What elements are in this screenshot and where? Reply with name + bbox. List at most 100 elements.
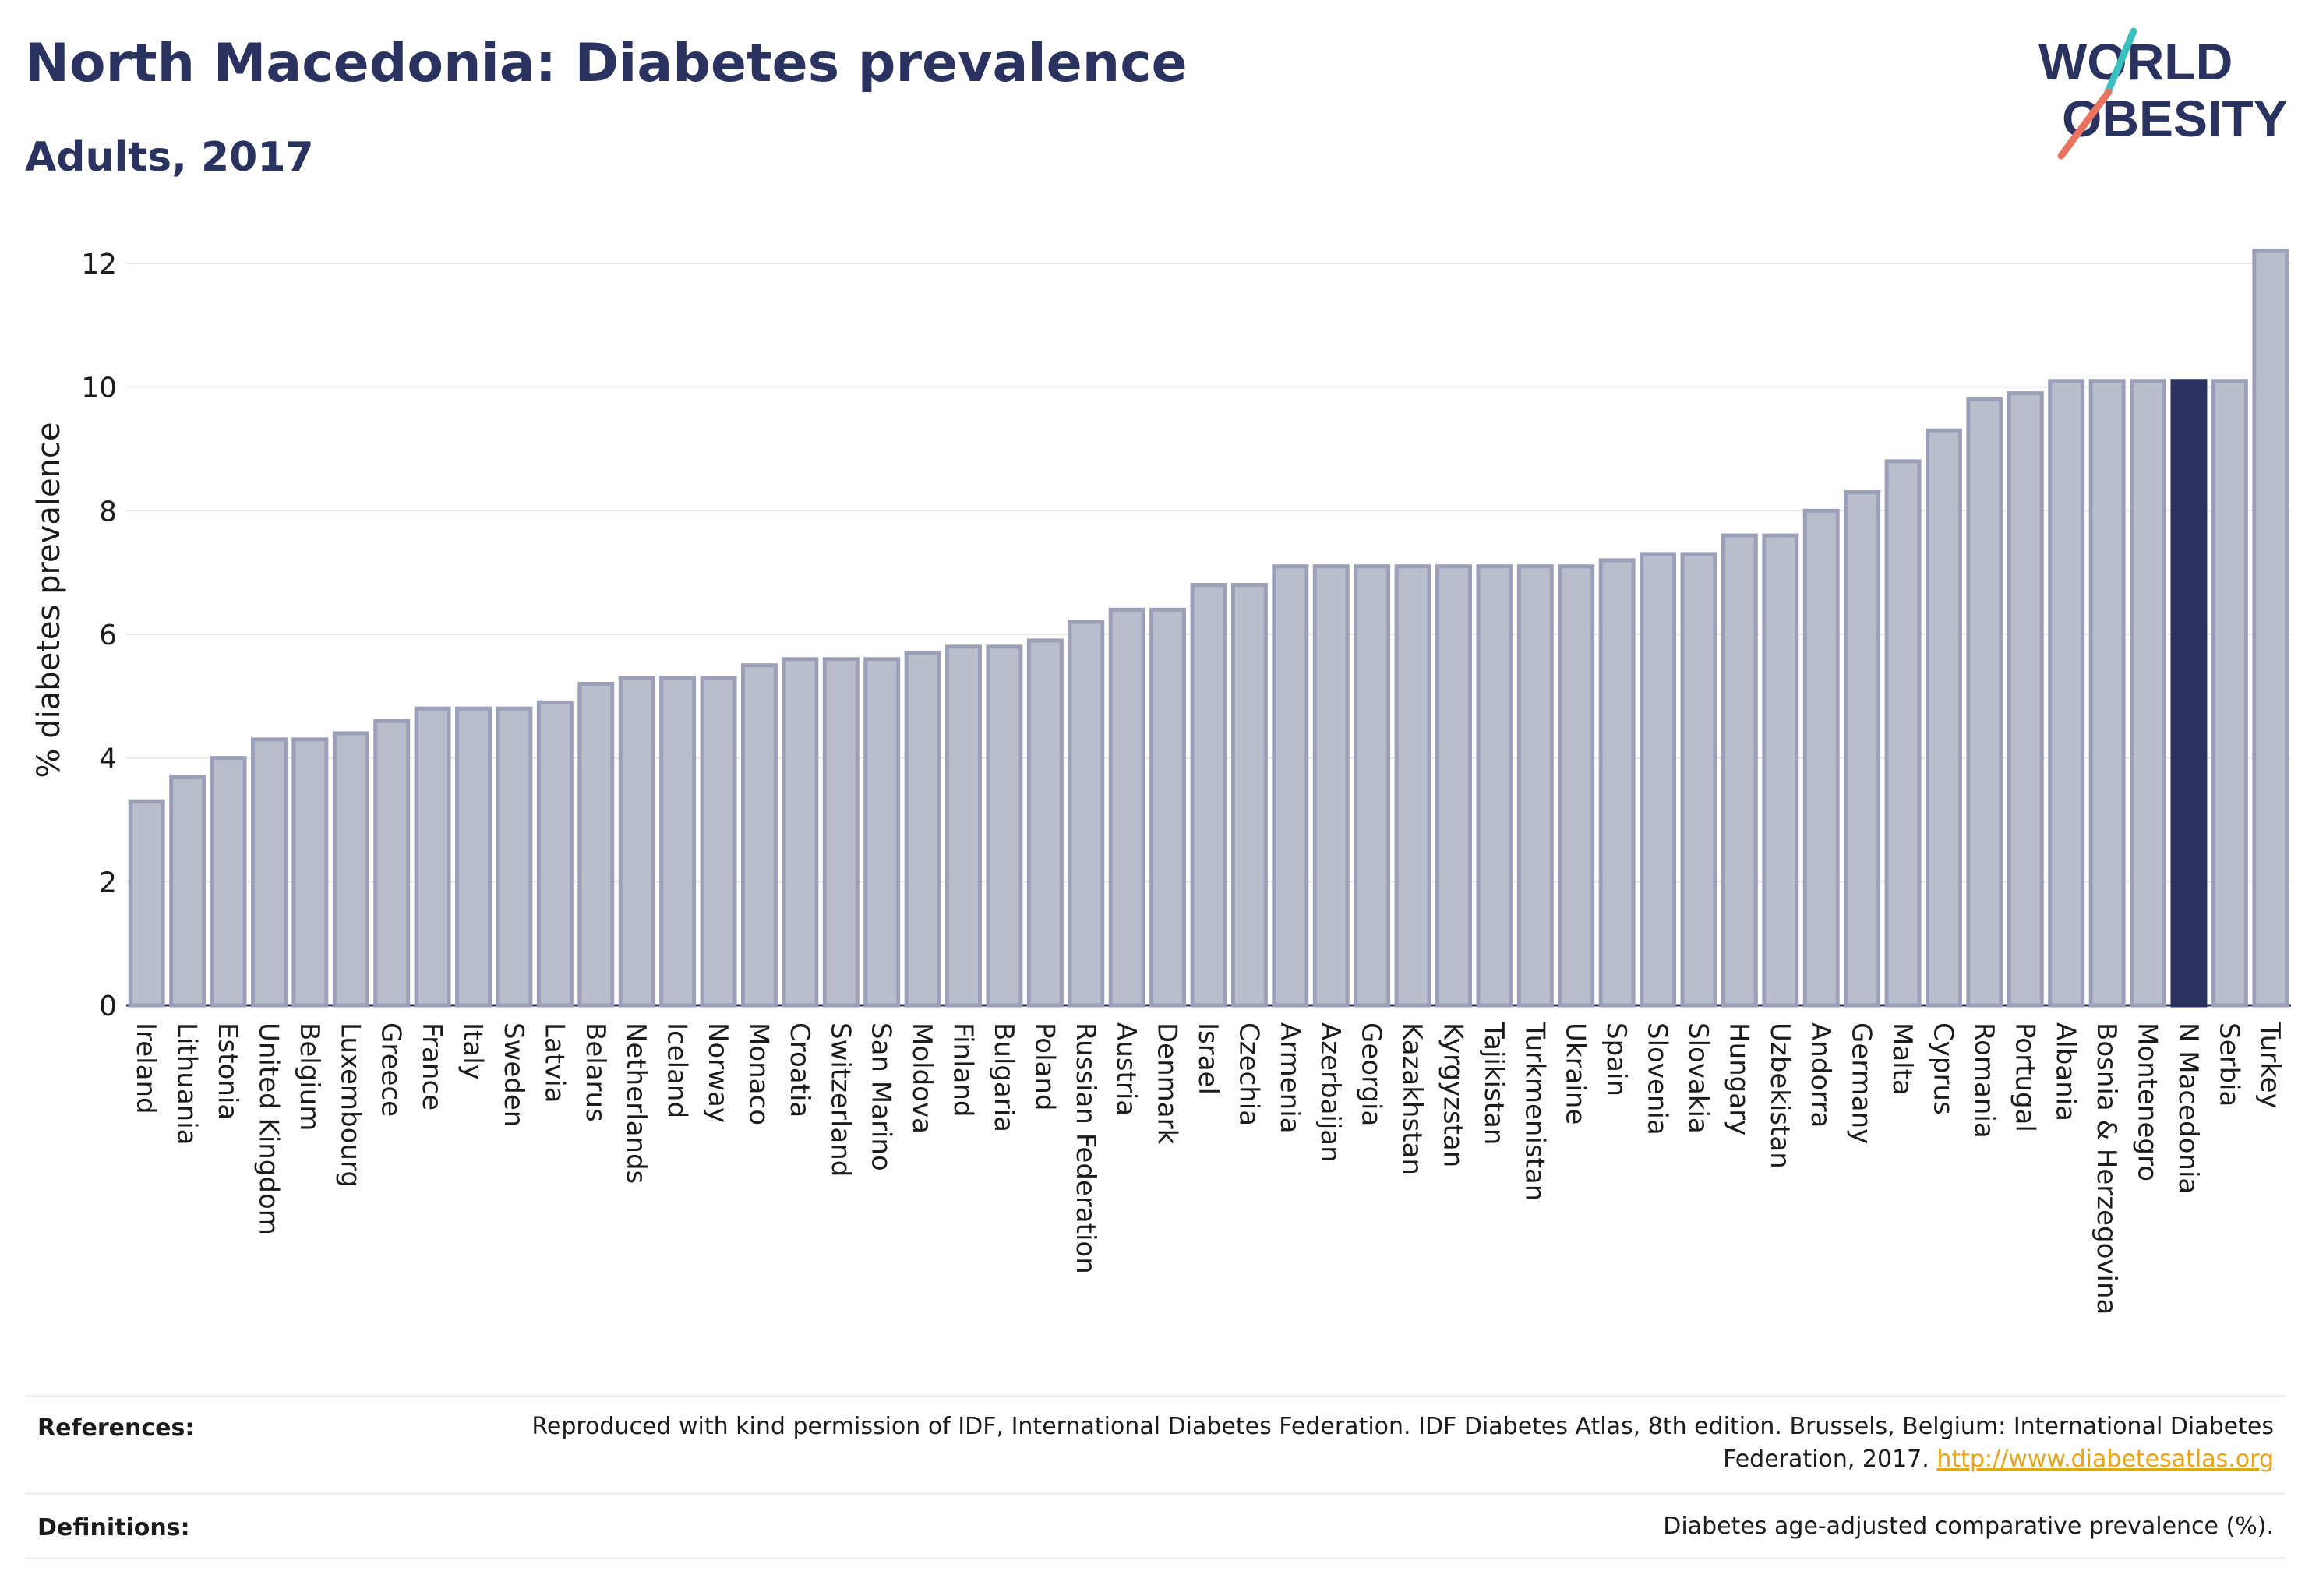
- divider-top: [25, 1395, 2285, 1397]
- definitions-text: Diabetes age-adjusted comparative preval…: [1663, 1513, 2274, 1540]
- bar: [1598, 558, 1636, 1008]
- bar: [536, 700, 574, 1008]
- bar: [863, 657, 901, 1008]
- bar: [1558, 564, 1595, 1008]
- x-tick-label: Kyrgyzstan: [1437, 1022, 1468, 1167]
- bar: [373, 719, 411, 1008]
- bar: [1149, 607, 1187, 1008]
- divider-bottom: [25, 1557, 2285, 1559]
- x-tick-label: Italy: [457, 1022, 489, 1080]
- x-tick-label: Estonia: [212, 1022, 243, 1120]
- bar: [1844, 490, 1881, 1008]
- bar: [1312, 564, 1350, 1008]
- x-tick-label: Uzbekistan: [1764, 1022, 1795, 1169]
- x-tick-label: Israel: [1192, 1022, 1223, 1095]
- y-tick-label: 10: [81, 373, 117, 404]
- bar: [618, 676, 655, 1008]
- bar: [2130, 379, 2167, 1008]
- y-axis-label: % diabetes prevalence: [31, 422, 67, 778]
- x-tick-label: Azerbaijan: [1315, 1022, 1346, 1163]
- bar: [822, 657, 860, 1008]
- bar: [577, 681, 615, 1008]
- bar: [210, 756, 247, 1008]
- bar: [904, 651, 941, 1008]
- bar: [332, 731, 369, 1008]
- y-tick-label: 0: [99, 990, 117, 1022]
- y-tick-labels: 0 2 4 6 8 10 12: [81, 249, 117, 1022]
- definitions-label: Definitions:: [37, 1514, 190, 1541]
- bar-layer: [128, 249, 2289, 1008]
- bar: [2048, 379, 2085, 1008]
- x-tick-label: Sweden: [498, 1022, 529, 1127]
- x-tick-label: Tajikistan: [1478, 1022, 1509, 1145]
- bar-chart: 0 2 4 6 8 10 12 Ireland Lithuania Estonia United …: [31, 249, 2291, 1315]
- chart-subtitle: Adults, 2017: [25, 134, 314, 181]
- bar: [1435, 564, 1472, 1008]
- bar: [291, 737, 329, 1008]
- x-tick-label: Belgium: [294, 1022, 325, 1131]
- y-tick-label: 6: [99, 620, 117, 651]
- bar: [1068, 620, 1105, 1008]
- y-tick-label: 4: [99, 743, 117, 775]
- x-tick-label: Spain: [1601, 1022, 1632, 1096]
- x-tick-label: Croatia: [784, 1022, 815, 1118]
- x-tick-label: Georgia: [1356, 1022, 1387, 1126]
- references-link[interactable]: http://www.diabetesatlas.org: [1936, 1446, 2274, 1473]
- x-tick-label: Belarus: [580, 1022, 611, 1122]
- x-tick-label: Iceland: [662, 1022, 693, 1118]
- bar: [496, 706, 533, 1008]
- bar: [2007, 391, 2044, 1008]
- bar: [782, 657, 819, 1008]
- divider-middle: [25, 1492, 2285, 1495]
- world-obesity-logo[interactable]: WORLD OBESITY: [2034, 23, 2291, 164]
- x-tick-label: Netherlands: [620, 1022, 651, 1184]
- references-body: Reproduced with kind permission of IDF, …: [531, 1413, 2274, 1473]
- x-tick-label: Ireland: [130, 1022, 161, 1114]
- x-tick-label: Finland: [948, 1022, 979, 1118]
- x-tick-label: Russian Federation: [1070, 1022, 1101, 1274]
- x-tick-label: Kazakhstan: [1396, 1022, 1428, 1175]
- x-tick-label: Montenegro: [2132, 1022, 2163, 1181]
- x-tick-label: Hungary: [1723, 1022, 1754, 1135]
- x-tick-label: Slovenia: [1642, 1022, 1673, 1135]
- x-tick-label: Norway: [702, 1022, 733, 1123]
- logo-word-world: WORLD: [2038, 33, 2233, 90]
- bar: [250, 737, 288, 1008]
- bar: [1354, 564, 1391, 1008]
- bar: [986, 644, 1023, 1008]
- x-tick-label: Cyprus: [1927, 1022, 1958, 1115]
- bar: [1680, 552, 1717, 1008]
- x-tick-label: Turkmenistan: [1519, 1022, 1550, 1201]
- x-tick-label: Latvia: [538, 1022, 570, 1103]
- bar: [740, 663, 778, 1008]
- bar: [1230, 583, 1268, 1008]
- bar: [1802, 508, 1840, 1008]
- bar: [2252, 249, 2289, 1008]
- y-tick-label: 2: [99, 867, 117, 899]
- x-tick-label: Luxembourg: [334, 1022, 365, 1188]
- x-tick-label: Armenia: [1274, 1022, 1305, 1134]
- bar: [1516, 564, 1554, 1008]
- bar: [128, 799, 165, 1008]
- bar: [1926, 428, 1962, 1008]
- x-tick-label: San Marino: [866, 1022, 897, 1171]
- x-tick-label: Switzerland: [824, 1022, 856, 1177]
- x-tick-label: Denmark: [1152, 1022, 1183, 1145]
- x-tick-label: Slovakia: [1682, 1022, 1714, 1134]
- bar: [1884, 459, 1922, 1008]
- bar: [1272, 564, 1309, 1008]
- x-tick-label: Turkey: [2254, 1022, 2286, 1109]
- x-tick-label: Austria: [1110, 1022, 1142, 1116]
- bar: [414, 706, 451, 1008]
- x-tick-labels: Ireland Lithuania Estonia United Kingdom Bel…: [130, 1022, 2286, 1315]
- bar: [455, 706, 492, 1008]
- logo-slash-teal: [2104, 27, 2137, 96]
- bar: [169, 774, 206, 1008]
- bar: [1762, 533, 1799, 1008]
- x-tick-label: Bulgaria: [988, 1022, 1019, 1132]
- bar: [2211, 379, 2248, 1008]
- bar: [1966, 397, 2003, 1008]
- x-tick-label: Bosnia & Herzegovina: [2091, 1022, 2122, 1315]
- x-tick-label: N Macedonia: [2173, 1022, 2204, 1194]
- references-label: References:: [37, 1414, 195, 1442]
